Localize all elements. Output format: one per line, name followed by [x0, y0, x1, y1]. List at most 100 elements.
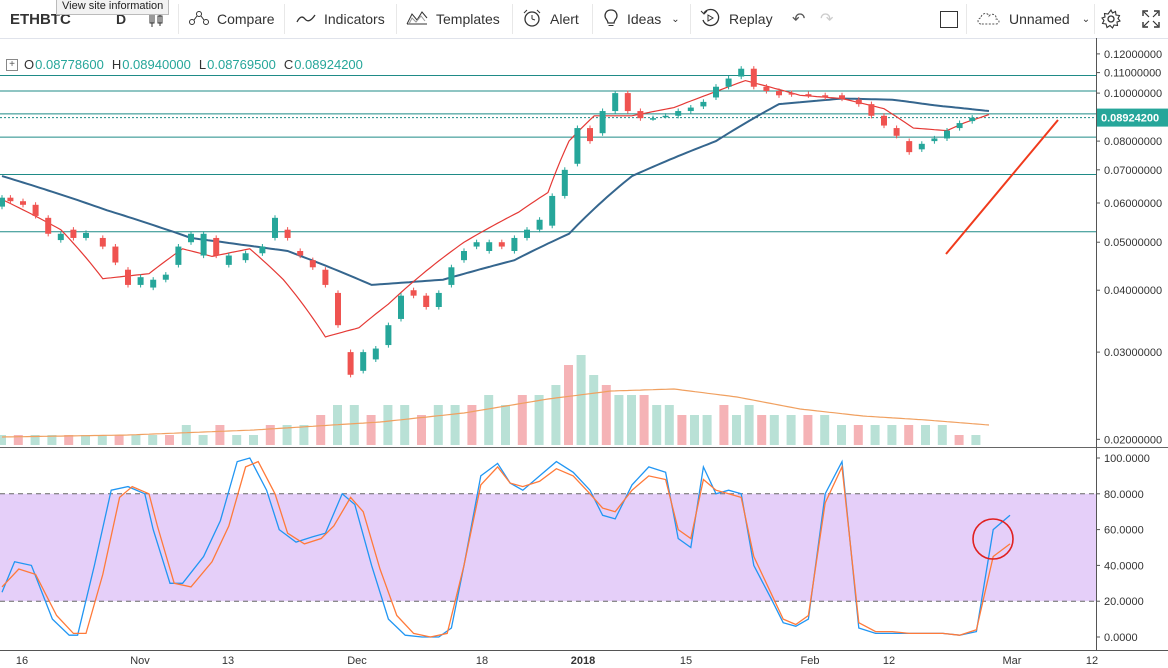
- volume-bar: [677, 415, 687, 445]
- indicators-label: Indicators: [324, 11, 385, 27]
- candle: [20, 201, 26, 205]
- candle: [599, 111, 606, 134]
- volume-bar: [349, 405, 359, 445]
- slow-moving-average-line: [1, 97, 990, 286]
- open-value: 0.08778600: [35, 57, 104, 72]
- price-tick-label: 0.11000000: [1104, 68, 1161, 80]
- time-tick-label: 18: [476, 655, 488, 667]
- indicators-button[interactable]: Indicators: [296, 0, 385, 38]
- candle: [776, 90, 782, 96]
- last-price-label: 0.08924200: [1101, 113, 1159, 125]
- candle: [175, 246, 182, 265]
- volume-bar: [198, 435, 208, 445]
- symbol-search-button[interactable]: ETHBTC: [10, 10, 71, 28]
- candle: [624, 93, 631, 112]
- candle: [473, 242, 480, 247]
- volume-bar: [383, 405, 393, 445]
- volume-bar: [837, 425, 846, 445]
- candle: [297, 251, 304, 256]
- candle: [498, 242, 505, 247]
- candle: [200, 233, 207, 256]
- candle: [944, 130, 950, 139]
- replay-button[interactable]: Replay: [700, 0, 773, 38]
- time-tick-label: 12: [883, 655, 895, 667]
- volume-bar: [148, 435, 158, 445]
- circle-drawing: [972, 518, 1014, 560]
- volume-bar: [551, 385, 561, 445]
- low-value: 0.08769500: [207, 57, 276, 72]
- expand-legend-icon[interactable]: +: [6, 58, 18, 71]
- candle: [574, 128, 581, 164]
- volume-bar: [215, 425, 225, 445]
- volume-bar: [690, 415, 699, 445]
- volume-bar: [47, 435, 57, 445]
- time-tick-label: 2018: [571, 655, 595, 667]
- candle: [650, 118, 656, 120]
- gear-icon[interactable]: [1101, 0, 1121, 38]
- chevron-down-icon: ⌄: [671, 13, 680, 25]
- undo-icon[interactable]: ↶: [792, 11, 806, 28]
- volume-bar: [417, 415, 426, 445]
- candle: [662, 115, 669, 118]
- price-tick-label: 0.12000000: [1104, 49, 1162, 61]
- alarm-clock-icon: [522, 8, 542, 31]
- candle: [956, 123, 963, 129]
- volume-bar: [627, 395, 636, 445]
- close-label: C: [283, 57, 294, 72]
- templates-button[interactable]: Templates: [406, 0, 500, 38]
- alert-button[interactable]: Alert: [522, 0, 579, 38]
- volume-bar: [971, 435, 981, 445]
- expand-icon[interactable]: [1142, 0, 1160, 38]
- volume-bar: [744, 405, 754, 445]
- candle: [561, 169, 568, 196]
- candle: [83, 232, 89, 238]
- volume-bar: [13, 435, 23, 445]
- volume-bar: [601, 385, 611, 445]
- compare-icon: [188, 10, 210, 29]
- interval-button[interactable]: D: [116, 11, 127, 27]
- replay-label: Replay: [729, 11, 773, 27]
- candle: [725, 78, 732, 87]
- compare-button[interactable]: Compare: [188, 0, 275, 38]
- volume-bar: [904, 425, 914, 445]
- redo-icon[interactable]: ↷: [820, 11, 834, 28]
- candle: [788, 93, 795, 95]
- volume-bar: [732, 415, 741, 445]
- candle: [213, 237, 220, 256]
- time-tick-label: 15: [680, 655, 692, 667]
- candle: [549, 195, 556, 226]
- last-price-tag: [1097, 108, 1168, 127]
- volume-bar: [181, 425, 191, 445]
- volume-bar: [803, 415, 813, 445]
- volume-bar: [450, 405, 460, 445]
- volume-bar: [664, 405, 674, 445]
- stoch-tick-label: 80.0000: [1104, 489, 1144, 501]
- layout-name-button[interactable]: Unnamed ⌄: [976, 0, 1090, 38]
- volume-bar: [870, 425, 880, 445]
- candle: [410, 290, 417, 296]
- candle: [309, 260, 316, 268]
- stoch-d-line: [1, 460, 1011, 638]
- high-value: 0.08940000: [122, 57, 191, 72]
- candle: [675, 111, 682, 116]
- candle: [125, 269, 131, 285]
- volume-bar: [853, 425, 863, 445]
- volume-bar: [265, 425, 275, 445]
- candle: [284, 229, 291, 238]
- candle: [918, 143, 925, 150]
- ideas-button[interactable]: Ideas ⌄: [604, 0, 680, 38]
- stoch-tick-label: 60.0000: [1104, 525, 1144, 537]
- candle: [931, 138, 938, 142]
- tooltip: View site information: [56, 0, 170, 15]
- volume-bar: [64, 435, 74, 445]
- fullscreen-square-icon[interactable]: [940, 0, 958, 38]
- time-tick-label: Mar: [1003, 655, 1022, 667]
- candle: [839, 95, 845, 99]
- candles-style-icon[interactable]: [148, 0, 164, 38]
- time-tick-label: 13: [222, 655, 234, 667]
- stoch-band: [0, 493, 1096, 602]
- volume-bar: [165, 435, 174, 445]
- candle: [448, 267, 455, 285]
